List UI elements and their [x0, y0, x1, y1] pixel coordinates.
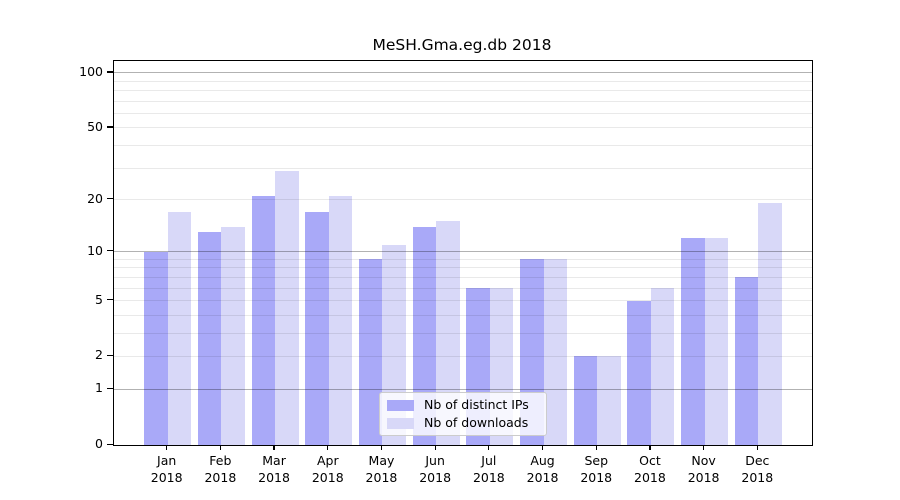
x-tick-mark-aug [541, 445, 544, 450]
y-tick-label-1: 1 [95, 380, 103, 396]
x-tick-label-jun: Jun 2018 [419, 453, 452, 485]
bar-distinct-ips-jun [412, 226, 437, 445]
x-tick-label-dec: Dec 2018 [741, 453, 774, 485]
bar-downloads-apr [328, 195, 353, 445]
x-tick-label-may: May 2018 [365, 453, 398, 485]
x-tick-mark-mar [273, 445, 275, 450]
y-tick-label-50: 50 [87, 118, 103, 134]
bar-downloads-aug [543, 259, 568, 445]
x-tick-label-oct: Oct 2018 [634, 453, 666, 485]
x-tick-mark-apr [327, 445, 329, 450]
bar-distinct-ips-mar [251, 195, 276, 445]
bar-distinct-ips-dec [734, 277, 759, 445]
chart-title: MeSH.Gma.eg.db 2018 [372, 36, 552, 54]
bars-layer [114, 61, 812, 445]
x-tick-mark-oct [649, 445, 651, 450]
y-tick-label-0: 0 [95, 436, 103, 451]
x-tick-label-feb: Feb 2018 [204, 453, 237, 485]
legend: Nb of distinct IPs Nb of downloads [379, 392, 547, 436]
bar-downloads-jun [436, 221, 460, 445]
x-tick-mark-sep [595, 445, 597, 450]
bar-downloads-mar [275, 170, 299, 445]
bar-distinct-ips-jan [144, 251, 168, 445]
bar-downloads-sep [597, 356, 621, 445]
bar-downloads-dec [758, 203, 782, 445]
legend-swatch-distinct-ips [387, 399, 414, 411]
legend-label-downloads: Nb of downloads [424, 415, 529, 430]
legend-entry-downloads: Nb of downloads [387, 416, 539, 430]
bar-downloads-feb [221, 226, 245, 445]
bar-distinct-ips-feb [197, 232, 222, 445]
x-tick-mark-feb [219, 445, 221, 450]
x-tick-label-apr: Apr 2018 [311, 453, 344, 485]
x-tick-mark-dec [756, 445, 758, 450]
y-tick-mark-50 [107, 126, 113, 128]
y-tick-label-2: 2 [95, 347, 103, 363]
x-tick-mark-jan [166, 445, 168, 450]
bar-distinct-ips-apr [305, 211, 329, 445]
legend-swatch-downloads [387, 417, 414, 429]
x-tick-label-aug: Aug 2018 [526, 453, 559, 485]
x-tick-mark-may [380, 445, 383, 450]
bar-distinct-ips-sep [573, 356, 598, 445]
x-tick-mark-nov [703, 445, 705, 450]
y-tick-label-5: 5 [95, 291, 103, 307]
y-tick-mark-10 [107, 250, 113, 252]
bar-downloads-nov [704, 238, 729, 445]
y-tick-mark-0 [107, 443, 113, 445]
y-tick-mark-1 [107, 387, 113, 389]
x-tick-mark-jun [434, 445, 436, 450]
x-tick-label-sep: Sep 2018 [580, 453, 613, 485]
y-tick-mark-20 [107, 198, 113, 200]
legend-label-distinct-ips: Nb of distinct IPs [424, 397, 529, 412]
y-tick-mark-5 [107, 299, 113, 301]
x-tick-label-jul: Jul 2018 [472, 453, 505, 485]
y-tick-mark-2 [107, 354, 113, 357]
bar-downloads-oct [650, 288, 675, 445]
x-tick-mark-jul [488, 445, 490, 450]
bar-downloads-jan [167, 211, 192, 445]
y-tick-label-100: 100 [79, 63, 103, 79]
bar-distinct-ips-nov [681, 238, 705, 445]
bar-distinct-ips-may [358, 259, 383, 445]
y-tick-label-10: 10 [87, 242, 103, 258]
plot-area: Nb of distinct IPs Nb of downloads [113, 60, 813, 446]
x-tick-label-jan: Jan 2018 [150, 453, 183, 485]
bar-distinct-ips-oct [627, 300, 651, 445]
y-tick-label-20: 20 [87, 190, 103, 206]
y-tick-mark-100 [107, 71, 113, 73]
x-tick-label-nov: Nov 2018 [687, 453, 720, 485]
legend-entry-distinct-ips: Nb of distinct IPs [387, 398, 539, 412]
x-tick-label-mar: Mar 2018 [258, 453, 290, 485]
